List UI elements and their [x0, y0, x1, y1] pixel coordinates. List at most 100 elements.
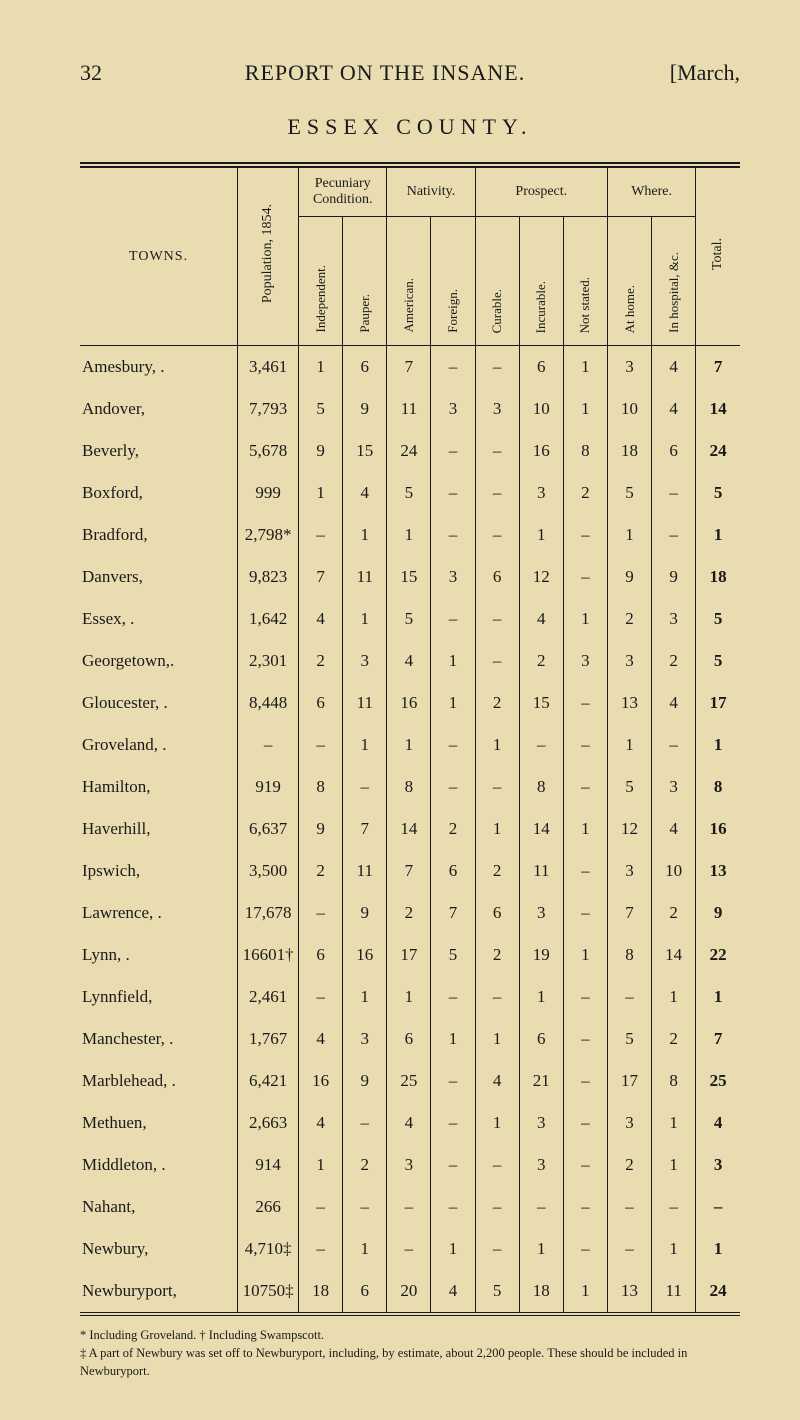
cell-home: – — [607, 1228, 651, 1270]
cell-pop: 914 — [238, 1144, 299, 1186]
town: Beverly, — [80, 430, 238, 472]
footnote-line-2: ‡ A part of Newbury was set off to Newbu… — [80, 1344, 740, 1380]
cell-for: 6 — [431, 850, 475, 892]
cell-am: – — [387, 1186, 431, 1228]
cell-for: – — [431, 1186, 475, 1228]
cell-ind: 4 — [299, 1102, 343, 1144]
cell-hosp: 10 — [652, 850, 696, 892]
cell-ns: – — [563, 850, 607, 892]
cell-tot: 1 — [696, 514, 740, 556]
cell-pau: 3 — [343, 640, 387, 682]
cell-pau: 4 — [343, 472, 387, 514]
cell-am: 3 — [387, 1144, 431, 1186]
cell-for: – — [431, 766, 475, 808]
cell-for: 1 — [431, 1018, 475, 1060]
town: Ipswich, — [80, 850, 238, 892]
town: Georgetown,. — [80, 640, 238, 682]
cell-for: 7 — [431, 892, 475, 934]
cell-am: 15 — [387, 556, 431, 598]
header-population-text: Population, 1854. — [260, 204, 276, 303]
cell-ns: – — [563, 1102, 607, 1144]
footnotes: * Including Groveland. † Including Swamp… — [80, 1326, 740, 1380]
header-not-stated: Not stated. — [563, 217, 607, 346]
cell-pop: 2,663 — [238, 1102, 299, 1144]
header-incurable-text: Incurable. — [533, 281, 549, 333]
cell-home: 1 — [607, 724, 651, 766]
cell-for: 1 — [431, 1228, 475, 1270]
cell-tot: 7 — [696, 346, 740, 389]
cell-pop: 919 — [238, 766, 299, 808]
cell-ns: – — [563, 682, 607, 724]
cell-tot: 18 — [696, 556, 740, 598]
cell-inc: 21 — [519, 1060, 563, 1102]
cell-ns: 1 — [563, 808, 607, 850]
cell-ns: – — [563, 1060, 607, 1102]
cell-tot: 14 — [696, 388, 740, 430]
header-incurable: Incurable. — [519, 217, 563, 346]
cell-home: 12 — [607, 808, 651, 850]
cell-for: – — [431, 1102, 475, 1144]
cell-pop: 2,301 — [238, 640, 299, 682]
cell-pau: 9 — [343, 1060, 387, 1102]
cell-tot: 1 — [696, 976, 740, 1018]
header-at-home: At home. — [607, 217, 651, 346]
cell-cur: – — [475, 1228, 519, 1270]
cell-pau: 3 — [343, 1018, 387, 1060]
cell-cur: 1 — [475, 724, 519, 766]
cell-hosp: 3 — [652, 766, 696, 808]
cell-inc: 1 — [519, 1228, 563, 1270]
cell-ns: – — [563, 976, 607, 1018]
header-group-pecuniary: Pecuniary Condition. — [299, 168, 387, 217]
cell-ns: – — [563, 724, 607, 766]
town: Gloucester, . — [80, 682, 238, 724]
header-pauper: Pauper. — [343, 217, 387, 346]
cell-pop: 16601† — [238, 934, 299, 976]
table-row: Hamilton,9198–8––8–538 — [80, 766, 740, 808]
town: Andover, — [80, 388, 238, 430]
cell-home: 5 — [607, 766, 651, 808]
cell-ns: – — [563, 1228, 607, 1270]
cell-am: 7 — [387, 850, 431, 892]
cell-for: – — [431, 976, 475, 1018]
cell-hosp: 4 — [652, 682, 696, 724]
cell-hosp: 8 — [652, 1060, 696, 1102]
table-container: TOWNS. Population, 1854. Pecuniary Condi… — [80, 162, 740, 1316]
cell-inc: 16 — [519, 430, 563, 472]
cell-hosp: 6 — [652, 430, 696, 472]
cell-pau: 11 — [343, 556, 387, 598]
cell-cur: – — [475, 766, 519, 808]
header-not-stated-text: Not stated. — [577, 277, 593, 333]
town: Lynn, . — [80, 934, 238, 976]
cell-pau: 2 — [343, 1144, 387, 1186]
table-row: Beverly,5,67891524––16818624 — [80, 430, 740, 472]
cell-inc: 1 — [519, 976, 563, 1018]
cell-pau: 9 — [343, 892, 387, 934]
cell-ind: 1 — [299, 346, 343, 389]
town: Newbury, — [80, 1228, 238, 1270]
cell-pop: 4,710‡ — [238, 1228, 299, 1270]
cell-tot: 1 — [696, 724, 740, 766]
cell-inc: 3 — [519, 472, 563, 514]
cell-for: 3 — [431, 556, 475, 598]
cell-pop: 10750‡ — [238, 1270, 299, 1314]
cell-ind: 4 — [299, 598, 343, 640]
town: Groveland, . — [80, 724, 238, 766]
header-total: Total. — [696, 168, 740, 346]
cell-for: – — [431, 472, 475, 514]
cell-ind: 18 — [299, 1270, 343, 1314]
cell-home: – — [607, 976, 651, 1018]
cell-ind: – — [299, 514, 343, 556]
town: Nahant, — [80, 1186, 238, 1228]
cell-tot: 22 — [696, 934, 740, 976]
header-towns: TOWNS. — [80, 168, 238, 346]
cell-pop: 17,678 — [238, 892, 299, 934]
cell-ind: – — [299, 1186, 343, 1228]
cell-inc: 11 — [519, 850, 563, 892]
cell-inc: 18 — [519, 1270, 563, 1314]
cell-home: 10 — [607, 388, 651, 430]
cell-hosp: 2 — [652, 640, 696, 682]
cell-cur: – — [475, 1186, 519, 1228]
cell-pop: 6,637 — [238, 808, 299, 850]
cell-for: – — [431, 598, 475, 640]
cell-pau: 16 — [343, 934, 387, 976]
